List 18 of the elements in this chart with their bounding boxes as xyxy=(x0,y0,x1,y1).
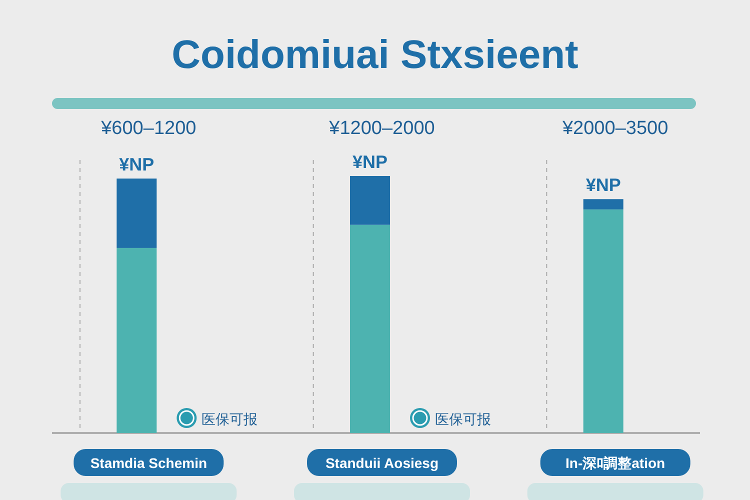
text: Standuii Aosiesg xyxy=(325,455,439,471)
x-tick-label: ¥1200–2000 xyxy=(328,118,435,139)
bar xyxy=(350,224,390,433)
text: Stamdia Schemin xyxy=(90,455,208,471)
bar xyxy=(583,209,624,433)
x-tick-label: ¥600–1200 xyxy=(100,118,196,139)
bar xyxy=(116,178,157,248)
total-label: ¥NP xyxy=(352,152,388,172)
bar xyxy=(583,199,624,210)
annotation: 医保可报 xyxy=(202,411,258,427)
total-label: ¥NP xyxy=(119,154,154,175)
bar xyxy=(350,176,390,225)
x-tick-label: ¥2000–3500 xyxy=(561,118,668,139)
total-label: ¥NP xyxy=(586,175,621,196)
text: In-深ﾛ調整ation xyxy=(566,455,666,471)
chart-title: Coidomiuai Stxsieent xyxy=(172,33,578,77)
annotation: 医保可报 xyxy=(435,411,491,427)
bar xyxy=(116,248,157,433)
